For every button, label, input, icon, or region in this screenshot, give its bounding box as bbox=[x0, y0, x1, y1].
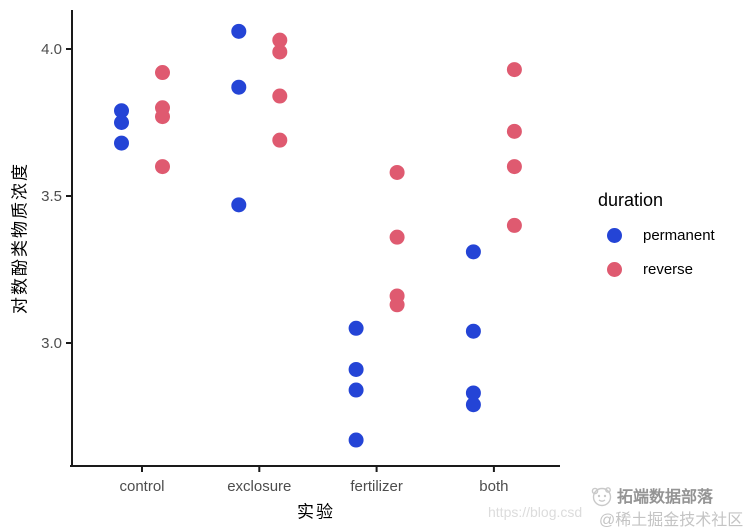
data-point-reverse bbox=[155, 109, 170, 125]
data-point-permanent bbox=[231, 197, 247, 213]
data-point-reverse bbox=[272, 32, 288, 48]
data-point-reverse bbox=[389, 229, 405, 245]
x-tick-label: both bbox=[479, 478, 508, 495]
legend-item-label: reverse bbox=[643, 261, 694, 278]
data-point-reverse bbox=[506, 123, 522, 139]
data-point-permanent bbox=[465, 385, 481, 401]
data-point-reverse bbox=[506, 217, 522, 233]
y-tick-label: 4.0 bbox=[41, 41, 62, 58]
data-point-reverse bbox=[272, 44, 288, 60]
x-tick-label: control bbox=[119, 478, 164, 495]
panda-logo-icon bbox=[591, 487, 612, 507]
data-point-permanent bbox=[348, 432, 364, 448]
y-tick-label: 3.5 bbox=[41, 188, 62, 205]
data-point-reverse bbox=[506, 62, 522, 78]
data-point-reverse bbox=[155, 159, 170, 175]
x-axis-title: 实验 bbox=[297, 502, 335, 522]
data-point-permanent bbox=[231, 79, 247, 95]
x-tick-label: exclosure bbox=[227, 478, 291, 495]
data-point-permanent bbox=[348, 361, 364, 377]
reverse-dot-icon bbox=[607, 262, 622, 277]
data-point-reverse bbox=[155, 65, 170, 81]
data-point-reverse bbox=[389, 164, 405, 180]
data-point-reverse bbox=[272, 88, 288, 104]
permanent-dot-icon bbox=[607, 228, 622, 243]
watermark-brand-text: 拓端数据部落 bbox=[617, 489, 714, 506]
data-point-permanent bbox=[465, 397, 481, 413]
legend-item-label: permanent bbox=[643, 227, 715, 244]
data-point-permanent bbox=[465, 323, 481, 339]
data-point-permanent bbox=[114, 115, 129, 130]
data-point-permanent bbox=[465, 244, 481, 260]
data-point-permanent bbox=[114, 135, 129, 151]
watermark-community: @稀土掘金技术社区 bbox=[599, 512, 744, 529]
y-axis-title: 对数酚类物质浓度 bbox=[10, 162, 30, 314]
data-point-reverse bbox=[506, 159, 522, 175]
data-point-permanent bbox=[114, 103, 129, 119]
legend: duration permanent reverse bbox=[598, 190, 715, 295]
data-point-permanent bbox=[348, 382, 364, 398]
data-point-permanent bbox=[231, 23, 247, 39]
watermark-brand: 拓端数据部落 bbox=[588, 482, 713, 508]
legend-item-permanent: permanent bbox=[598, 227, 715, 244]
data-point-permanent bbox=[348, 320, 364, 336]
legend-item-reverse: reverse bbox=[598, 261, 715, 278]
data-point-reverse bbox=[389, 297, 405, 313]
watermark-url: https://blog.csd bbox=[488, 504, 583, 520]
y-tick-label: 3.0 bbox=[41, 335, 62, 352]
x-tick-label: fertilizer bbox=[350, 478, 403, 495]
legend-title: duration bbox=[598, 190, 664, 210]
data-point-reverse bbox=[272, 132, 288, 148]
